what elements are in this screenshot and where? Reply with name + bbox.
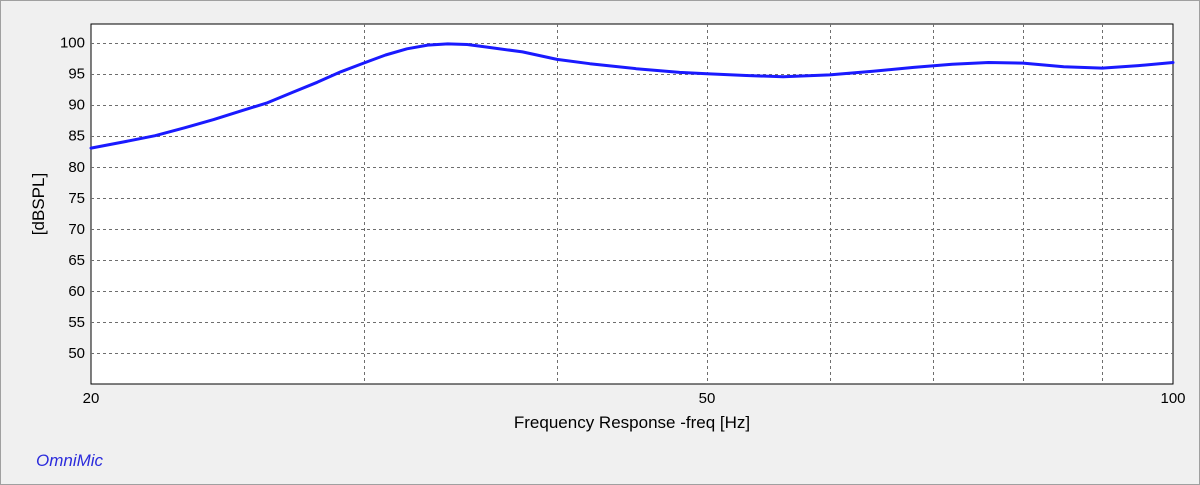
series-layer	[89, 42, 1175, 150]
y-tick-label: 80	[68, 159, 85, 176]
tick-labels: 50 55 60 65 70 75 80 85 90 95 100 20 50 100	[60, 35, 1186, 407]
y-tick-label: 65	[68, 252, 85, 269]
y-tick-label: 70	[68, 221, 85, 238]
omnimic-brand-label: OmniMic	[36, 451, 104, 470]
y-tick-label: 55	[68, 314, 85, 331]
x-tick-label: 100	[1160, 390, 1185, 407]
y-tick-label: 50	[68, 345, 85, 362]
y-axis-title: [dBSPL]	[29, 173, 48, 235]
y-tick-label: 60	[68, 283, 85, 300]
x-tick-label: 50	[699, 390, 716, 407]
frequency-response-line	[89, 42, 1175, 150]
y-tick-label: 90	[68, 97, 85, 114]
y-tick-label: 85	[68, 128, 85, 145]
y-tick-label: 75	[68, 190, 85, 207]
grid-lines	[91, 24, 1173, 384]
x-axis-title: Frequency Response -freq [Hz]	[514, 413, 750, 432]
plot-area	[90, 23, 1174, 385]
y-tick-label: 100	[60, 35, 85, 52]
y-tick-label: 95	[68, 66, 85, 83]
x-tick-label: 20	[83, 390, 100, 407]
